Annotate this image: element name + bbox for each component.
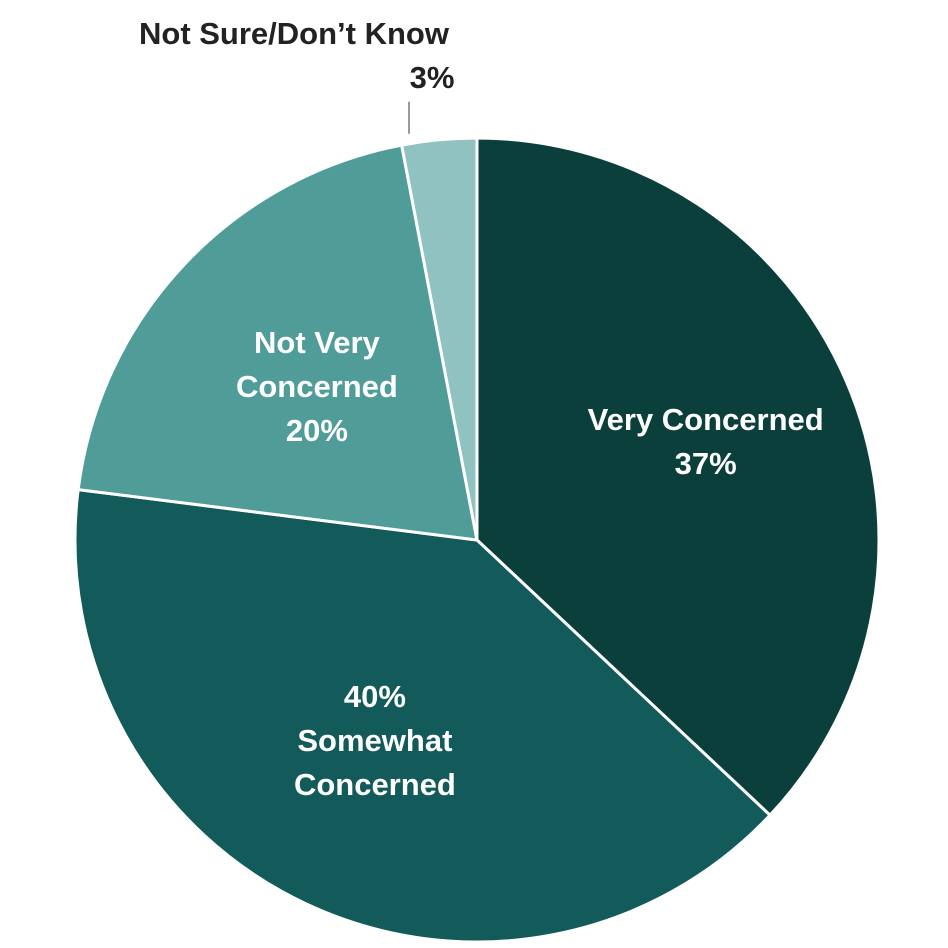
slice-label-line: Concerned [294, 767, 456, 802]
slice-label-not-very-concerned: Not Very Concerned 20% [236, 325, 398, 448]
slice-label-line: 20% [286, 413, 348, 448]
slice-label-line: 37% [675, 446, 737, 481]
slice-label-line: Somewhat [297, 723, 452, 758]
slice-label-line: Concerned [236, 369, 398, 404]
slice-label-not-sure-don-t-know: Not Sure/Don’t Know 3% [139, 16, 454, 95]
pie-slice-not-very-concerned [76, 143, 479, 542]
slice-label-line: Not Sure/Don’t Know [139, 16, 450, 51]
pie-slice-not-sure-don-t-know [400, 136, 479, 542]
slice-label-line: Very Concerned [588, 402, 824, 437]
pie-labels: Very Concerned 37%40% Somewhat ConcernedNot… [139, 16, 824, 802]
slice-label-very-concerned: Very Concerned 37% [588, 402, 824, 481]
pie-slice-somewhat-concerned [73, 488, 772, 944]
slice-label-line: 40% [344, 679, 406, 714]
slice-label-somewhat-concerned: 40% Somewhat Concerned [294, 679, 456, 802]
slice-label-line: Not Very [254, 325, 381, 360]
pie-slices [73, 136, 881, 944]
slice-label-line: 3% [410, 60, 455, 95]
pie-slice-very-concerned [475, 136, 881, 817]
